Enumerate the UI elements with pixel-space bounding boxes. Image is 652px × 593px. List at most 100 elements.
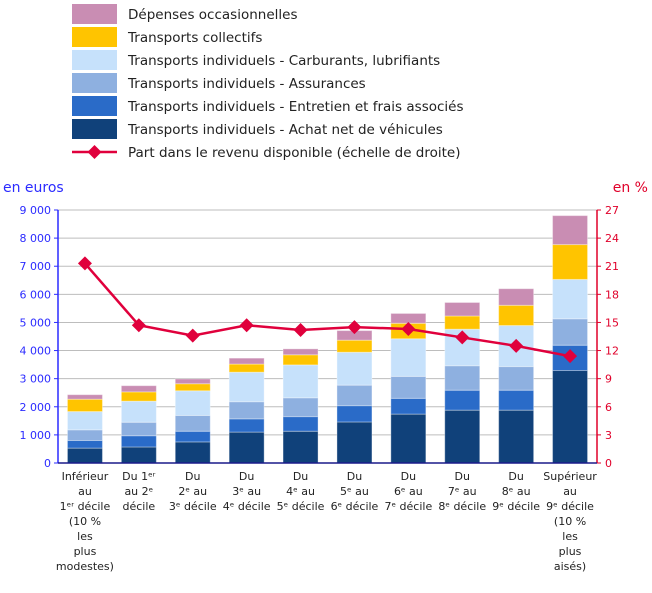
bar-segment [552, 244, 589, 280]
bar-segment [498, 366, 535, 391]
legend: Dépenses occasionnelles Transports collec… [72, 4, 464, 161]
bar-segment [444, 389, 481, 411]
legend-label: Transports collectifs [127, 30, 262, 46]
x-tick-label: Du 5ᵉ au 6ᵉ décile [331, 470, 379, 513]
bar-segment [552, 278, 589, 320]
x-tick-label-line: au [563, 485, 577, 498]
line-point-marker [509, 338, 524, 353]
legend-swatch [72, 27, 117, 47]
bar-segment [120, 421, 157, 437]
x-tick-label: Du 2ᵉ au 3ᵉ décile [169, 470, 217, 513]
x-tick-label-line: Inférieur [62, 470, 109, 483]
x-tick-label-line: 3ᵉ décile [169, 500, 217, 513]
left-tick-label: 3 000 [20, 373, 52, 386]
bar-segment [498, 304, 535, 327]
legend-swatch [72, 73, 117, 93]
bar-segment [66, 398, 103, 413]
bar-segment [552, 215, 589, 246]
bar-segment [120, 400, 157, 423]
bar-segment [120, 446, 157, 464]
right-tick-label: 9 [605, 373, 612, 386]
right-tick-label: 18 [605, 288, 619, 301]
bar-segment [498, 409, 535, 464]
x-tick-label-line: 1ᵉʳ décile [60, 500, 111, 513]
bar-segment [444, 301, 481, 317]
x-tick-label-line: plus [74, 545, 97, 558]
legend-diamond-marker [87, 145, 102, 159]
line-path [84, 262, 571, 358]
right-tick-label: 21 [605, 260, 619, 273]
x-tick-label: Du 7ᵉ au 8ᵉ décile [438, 470, 486, 513]
bar-segment [552, 318, 589, 346]
bars [66, 215, 589, 464]
bar-segment [282, 397, 319, 418]
left-tick-label: 6 000 [20, 288, 52, 301]
right-axis-unit: en % [613, 180, 648, 196]
bar-segment [66, 447, 103, 464]
legend-label: Transports individuels - Assurances [127, 76, 366, 92]
x-tick-label-line: (10 % [69, 515, 101, 528]
x-tick-label-line: 4ᵉ au [286, 485, 315, 498]
left-tick-label: 0 [44, 457, 51, 470]
x-tick-label-line: les [77, 530, 93, 543]
x-tick-label: Inférieur au 1ᵉʳ décile (10 % les plus modeste… [56, 470, 114, 573]
legend-label: Transports individuels - Achat net de vé… [127, 122, 443, 138]
bar-segment [336, 384, 373, 407]
bar-segment [390, 312, 427, 324]
left-tick-label: 1 000 [20, 429, 52, 442]
x-tick-label-line: 8ᵉ au [502, 485, 531, 498]
bar-segment [228, 357, 265, 365]
bar-segment [228, 431, 265, 464]
bar-segment [552, 370, 589, 464]
bar-segment [228, 401, 265, 420]
x-tick-label: Du 1ᵉʳ au 2ᵉ décile [122, 470, 156, 513]
bar-segment [336, 351, 373, 386]
x-tick-label-line: 5ᵉ au [340, 485, 369, 498]
bar-segment [282, 416, 319, 432]
line-point-marker [239, 318, 254, 333]
x-axis-labels: Inférieur au 1ᵉʳ décile (10 % les plus modeste… [56, 470, 597, 573]
bar-segment [174, 430, 211, 443]
bar-segment [498, 389, 535, 411]
x-tick-label: Du 8ᵉ au 9ᵉ décile [492, 470, 540, 513]
x-tick-label-line: Du [293, 470, 308, 483]
legend-swatch [72, 119, 117, 139]
x-tick-label-line: Du [185, 470, 200, 483]
x-tick-label-line: 3ᵉ au [232, 485, 261, 498]
bar-segment [66, 394, 103, 400]
line-series [77, 256, 578, 364]
x-tick-label-line: 7ᵉ décile [384, 500, 432, 513]
bar-segment [174, 383, 211, 392]
x-tick-label-line: 9ᵉ décile [546, 500, 594, 513]
bar-segment [66, 440, 103, 449]
x-tick-label-line: 5ᵉ décile [277, 500, 325, 513]
bar-segment [282, 348, 319, 356]
bar-segment [336, 421, 373, 464]
left-tick-label: 2 000 [20, 401, 52, 414]
x-tick-label: Supérieur au 9ᵉ décile (10 % les plus aisés) [543, 470, 597, 573]
bar-segment [444, 365, 481, 391]
bar-segment [390, 397, 427, 415]
x-tick-label-line: Du [455, 470, 470, 483]
bar-segment [228, 371, 265, 403]
line-point-marker [131, 318, 146, 333]
x-tick-label-line: Du [239, 470, 254, 483]
bar-segment [174, 378, 211, 385]
bar-segment [120, 435, 157, 448]
legend-label: Transports individuels - Entretien et fr… [127, 99, 464, 115]
x-tick-label-line: Du [401, 470, 416, 483]
x-tick-label-line: Supérieur [543, 470, 597, 483]
x-tick-label-line: Du 1ᵉʳ [122, 470, 156, 483]
legend-label: Part dans le revenu disponible (échelle … [128, 145, 461, 161]
x-tick-label-line: Du [508, 470, 523, 483]
x-tick-label-line: décile [123, 500, 156, 513]
x-tick-label-line: aisés) [554, 560, 586, 573]
bar-segment [228, 418, 265, 433]
left-tick-label: 8 000 [20, 232, 52, 245]
x-tick-label-line: les [562, 530, 578, 543]
x-tick-label-line: 7ᵉ au [448, 485, 477, 498]
x-tick-label-line: modestes) [56, 560, 114, 573]
x-tick-label-line: 6ᵉ au [394, 485, 423, 498]
bar-segment [282, 354, 319, 366]
